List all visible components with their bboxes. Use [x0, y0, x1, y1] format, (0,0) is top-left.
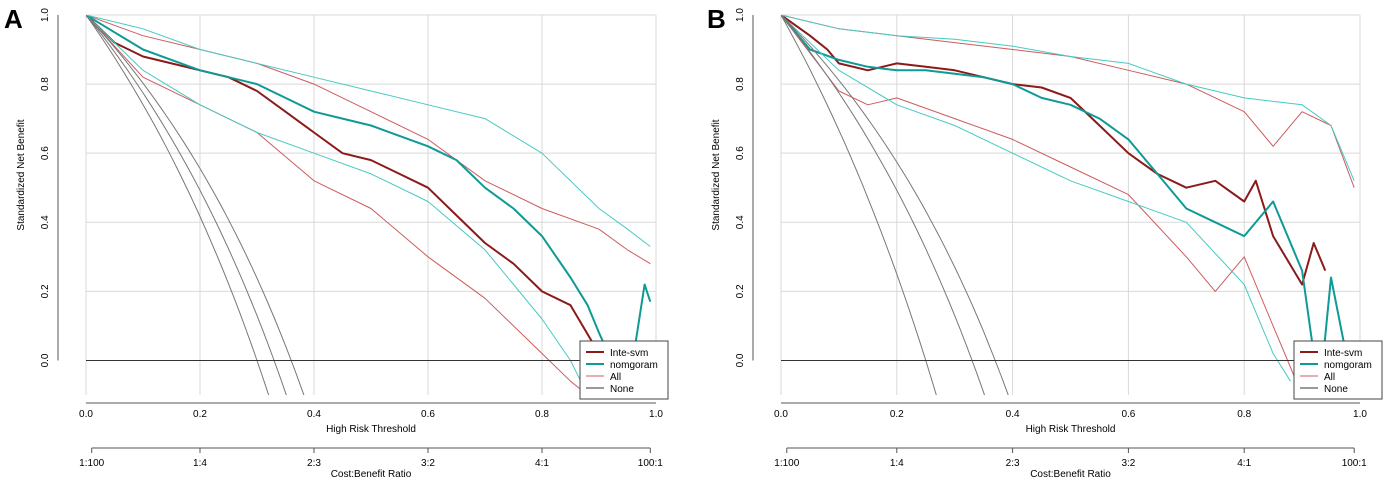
y-tick-label: 0.4 — [40, 215, 51, 229]
series-line-inte-svm — [86, 15, 600, 355]
legend-label: Inte-svm — [1324, 348, 1362, 359]
y-axis-label: Standardized Net Benefit — [16, 119, 27, 230]
series-line-inte-svm-lower-ci — [86, 15, 588, 395]
series-line-inte-svm — [781, 15, 1327, 286]
panel-a: A 0.0 0.2 0.4 0.6 0.8 1.0 High Risk Threshold 0… — [4, 4, 669, 478]
panel-label: A — [4, 4, 23, 34]
series-line-nomgoram-lower-ci — [86, 15, 589, 395]
x-axis-label: High Risk Threshold — [326, 424, 416, 435]
y-tick-label: 0.6 — [735, 146, 746, 160]
decision-curve-chart-b: 0.0 0.2 0.4 0.6 0.8 1.0 High Risk Threshold 0.0… — [711, 8, 1383, 478]
plot-area — [86, 15, 656, 395]
legend-label: All — [610, 372, 621, 383]
x-tick-label: 0.2 — [193, 409, 207, 420]
y-tick-label: 1.0 — [40, 8, 51, 22]
y-tick-label: 0.8 — [40, 77, 51, 91]
x-tick-label: 0.6 — [1121, 409, 1135, 420]
series-line-all — [781, 15, 937, 395]
decision-curve-chart-a: 0.0 0.2 0.4 0.6 0.8 1.0 High Risk Threshold 0.0… — [16, 8, 669, 478]
y-tick-label: 0.0 — [735, 353, 746, 367]
x-tick-label: 0.8 — [1237, 409, 1251, 420]
legend-box — [1293, 340, 1383, 400]
x-tick-label: 0.8 — [535, 409, 549, 420]
cost-benefit-tick-label: 100:1 — [1342, 458, 1367, 469]
y-tick-label: 1.0 — [735, 8, 746, 22]
x-axis-label: High Risk Threshold — [1026, 424, 1116, 435]
series-line-inte-svm-upper-ci — [86, 15, 651, 265]
series-line-all — [86, 15, 270, 395]
cost-benefit-tick-label: 3:2 — [421, 458, 435, 469]
legend-box — [579, 340, 669, 400]
series-line-nomgoram — [781, 15, 1356, 395]
y-axis-label: Standardized Net Benefit — [711, 119, 722, 230]
legend-label: None — [1324, 384, 1348, 395]
legend-label: nomgoram — [610, 360, 658, 371]
cost-benefit-tick-label: 1:100 — [79, 458, 104, 469]
x-tick-label: 0.2 — [890, 409, 904, 420]
series-line-nomgoram — [86, 15, 652, 395]
legend-label: None — [610, 384, 634, 395]
series-group — [86, 15, 656, 395]
cost-benefit-tick-label: 3:2 — [1121, 458, 1135, 469]
x-tick-label: 0.6 — [421, 409, 435, 420]
plot-area — [781, 15, 1360, 395]
legend-label: Inte-svm — [610, 348, 648, 359]
series-line-inte-svm-upper-ci — [781, 15, 1355, 188]
y-tick-label: 0.0 — [40, 353, 51, 367]
series-line-nomgoram-lower-ci — [781, 15, 1291, 382]
cost-benefit-tick-label: 1:4 — [890, 458, 904, 469]
series-group — [781, 15, 1360, 395]
x-tick-label: 0.4 — [307, 409, 321, 420]
cost-benefit-tick-label: 2:3 — [1006, 458, 1020, 469]
series-line-nomgoram-upper-ci — [781, 15, 1355, 181]
x-tick-label: 1.0 — [1353, 409, 1367, 420]
panel-b: B 0.0 0.2 0.4 0.6 0.8 1.0 High Risk Threshold 0… — [695, 0, 1390, 478]
y-tick-label: 0.8 — [735, 77, 746, 91]
y-tick-label: 0.6 — [40, 146, 51, 160]
series-line-nomgoram-upper-ci — [86, 15, 651, 247]
series-line-inte-svm-lower-ci — [781, 15, 1303, 395]
cost-benefit-axis-label: Cost:Benefit Ratio — [331, 469, 412, 478]
y-tick-label: 0.2 — [40, 284, 51, 298]
y-tick-label: 0.4 — [735, 215, 746, 229]
cost-benefit-tick-label: 4:1 — [535, 458, 549, 469]
cost-benefit-axis-label: Cost:Benefit Ratio — [1030, 469, 1111, 478]
series-line-all-upper — [781, 15, 986, 395]
cost-benefit-tick-label: 4:1 — [1237, 458, 1251, 469]
legend-label: nomgoram — [1324, 360, 1372, 371]
cost-benefit-tick-label: 100:1 — [638, 458, 663, 469]
panel-label: B — [707, 4, 726, 34]
series-line-all-lower — [86, 15, 305, 395]
cost-benefit-tick-label: 1:100 — [774, 458, 799, 469]
legend-label: All — [1324, 372, 1335, 383]
x-tick-label: 0.0 — [774, 409, 788, 420]
x-tick-label: 0.4 — [1006, 409, 1020, 420]
cost-benefit-tick-label: 2:3 — [307, 458, 321, 469]
x-tick-label: 1.0 — [649, 409, 663, 420]
series-line-all-upper — [86, 15, 287, 395]
y-tick-label: 0.2 — [735, 284, 746, 298]
x-tick-label: 0.0 — [79, 409, 93, 420]
series-line-all-lower — [781, 15, 1009, 395]
cost-benefit-tick-label: 1:4 — [193, 458, 207, 469]
